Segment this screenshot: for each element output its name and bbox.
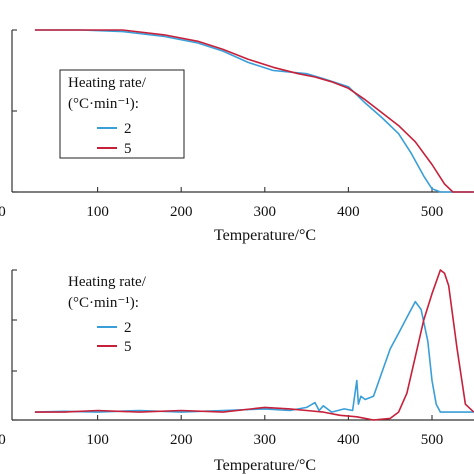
top-x-tick-label-300: 300 — [254, 204, 277, 220]
bottom-legend-label-2: 2 — [124, 320, 132, 336]
top-x-tick-label-0-partial: 0 — [0, 204, 6, 220]
bottom-legend: Heating rate/ (°C·min⁻¹): 2 5 — [68, 274, 147, 355]
bottom-legend-title-line1: Heating rate/ — [68, 274, 147, 290]
top-series-group — [34, 29, 474, 193]
bottom-legend-label-5: 5 — [124, 339, 132, 355]
top-x-tick-label-100: 100 — [86, 204, 109, 220]
bot-x-tick-label-0-partial: 0 — [0, 432, 6, 448]
bot-series-line-2 — [34, 300, 474, 413]
bot-x-tick-label-100: 100 — [86, 432, 109, 448]
bot-x-tick-label-500: 500 — [421, 432, 444, 448]
bot-x-tick-label-200: 200 — [170, 432, 193, 448]
bottom-axes — [11, 269, 474, 421]
bottom-legend-title-line2: (°C·min⁻¹): — [68, 295, 139, 311]
bot-series-line-5 — [34, 269, 474, 421]
bottom-series-group — [34, 269, 474, 421]
top-legend-label-5: 5 — [124, 141, 132, 157]
tga-chart: 100 200 300 400 500 0 Temperature/°C Heating … — [0, 29, 474, 244]
top-legend-label-2: 2 — [124, 121, 132, 137]
top-x-tick-label-400: 400 — [337, 204, 360, 220]
top-x-tick-label-200: 200 — [170, 204, 193, 220]
top-legend-title-line2: (°C·min⁻¹): — [68, 96, 139, 112]
top-legend: Heating rate/ (°C·min⁻¹): 2 5 — [59, 69, 185, 159]
top-x-axis-title: Temperature/°C — [214, 227, 316, 244]
bottom-x-axis-title: Temperature/°C — [214, 457, 316, 474]
bot-x-tick-label-300: 300 — [254, 432, 277, 448]
top-x-ticks: 100 200 300 400 500 0 — [0, 187, 443, 220]
top-legend-box — [59, 69, 185, 159]
bottom-x-ticks: 100 200 300 400 500 0 — [0, 415, 443, 448]
top-series-line-5 — [34, 29, 474, 193]
bot-x-tick-label-400: 400 — [337, 432, 360, 448]
top-axes — [11, 29, 474, 193]
top-x-tick-label-500: 500 — [421, 204, 444, 220]
dsc-chart: 100 200 300 400 500 0 Temperature/°C Heating … — [0, 269, 474, 474]
top-legend-title-line1: Heating rate/ — [68, 75, 147, 91]
